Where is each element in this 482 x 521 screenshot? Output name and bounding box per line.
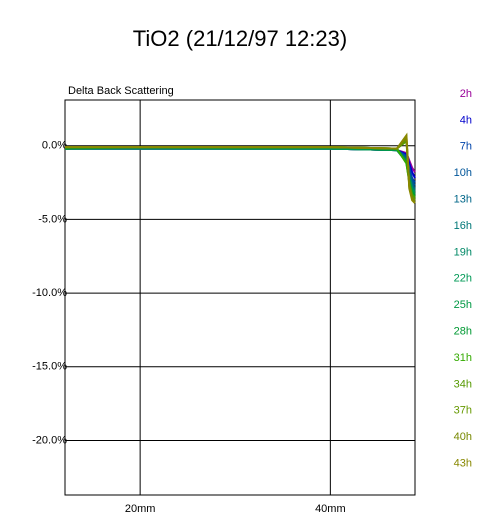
legend-label: 13h — [454, 194, 472, 206]
series-line — [65, 147, 416, 193]
legend-label: 10h — [454, 167, 472, 179]
y-tick-label: -5.0% — [38, 213, 67, 225]
legend-label: 7h — [460, 141, 472, 153]
legend-label: 4h — [460, 114, 472, 126]
legend-label: 2h — [460, 88, 472, 100]
legend-label: 22h — [454, 273, 472, 285]
legend-label: 16h — [454, 220, 472, 232]
x-tick-label: 20mm — [125, 503, 156, 515]
y-tick-label: -20.0% — [32, 434, 67, 446]
legend-label: 31h — [454, 352, 472, 364]
series-line — [65, 147, 416, 173]
legend-label: 34h — [454, 378, 472, 390]
legend-label: 25h — [454, 299, 472, 311]
legend-label: 19h — [454, 246, 472, 258]
series-line — [65, 147, 416, 191]
legend-label: 40h — [454, 431, 472, 443]
x-tick-label: 40mm — [315, 503, 346, 515]
legend-label: 43h — [454, 458, 472, 470]
series-line — [64, 146, 416, 196]
plot-frame — [64, 99, 416, 496]
y-tick-label: 0.0% — [42, 140, 67, 152]
series-line — [65, 146, 416, 198]
series-line — [65, 132, 416, 204]
series-line — [65, 147, 416, 187]
legend-label: 37h — [454, 405, 472, 417]
series-line — [64, 146, 416, 194]
y-axis-label: Delta Back Scattering — [68, 85, 174, 97]
chart-title: TiO2 (21/12/97 12:23) — [133, 26, 347, 51]
y-tick-label: -10.0% — [32, 287, 67, 299]
legend-label: 28h — [454, 326, 472, 338]
series-line — [64, 146, 416, 197]
y-tick-label: -15.0% — [32, 361, 67, 373]
series-line — [65, 147, 416, 179]
series-line — [65, 147, 416, 189]
series-line — [65, 147, 416, 184]
